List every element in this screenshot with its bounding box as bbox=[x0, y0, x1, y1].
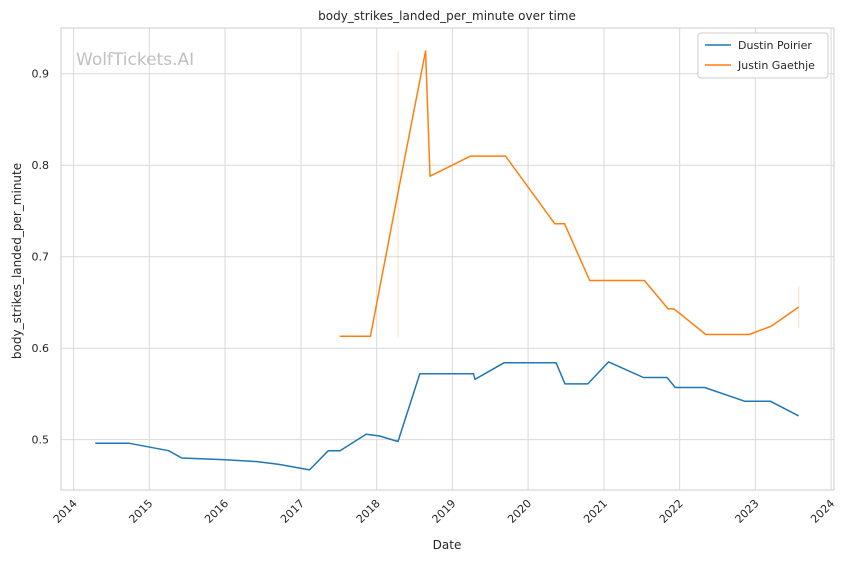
y-tick-label: 0.7 bbox=[32, 251, 50, 264]
chart-title: body_strikes_landed_per_minute over time bbox=[318, 9, 576, 23]
series-line-justin-gaethje bbox=[339, 50, 800, 338]
plot-frame bbox=[60, 27, 835, 491]
series-line-dustin-poirier bbox=[95, 361, 800, 471]
y-tick-label: 0.6 bbox=[32, 342, 50, 355]
x-axis-label: Date bbox=[433, 538, 462, 552]
watermark: WolfTickets.AI bbox=[76, 50, 194, 70]
series-layer bbox=[95, 50, 800, 471]
legend: Dustin Poirier Justin Gaethje bbox=[697, 32, 829, 79]
grid bbox=[61, 28, 834, 490]
y-tick-label: 0.8 bbox=[32, 159, 50, 172]
y-tick-label: 0.9 bbox=[32, 68, 50, 81]
legend-label-justin-gaethje: Justin Gaethje bbox=[737, 59, 815, 72]
y-tick-label: 0.5 bbox=[32, 434, 50, 447]
y-tick-labels: 0.5 0.6 0.7 0.8 0.9 bbox=[32, 68, 50, 447]
y-axis-label: body_strikes_landed_per_minute bbox=[10, 163, 24, 359]
legend-label-dustin-poirier: Dustin Poirier bbox=[738, 39, 812, 52]
